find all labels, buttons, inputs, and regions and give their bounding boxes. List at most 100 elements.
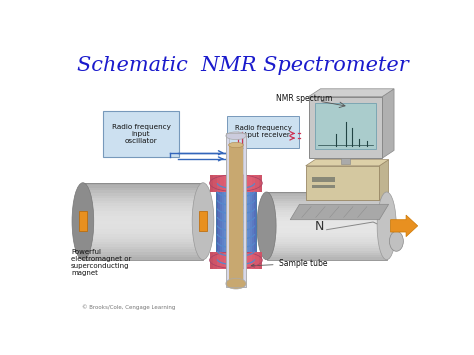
Bar	[224, 252, 227, 269]
Bar	[248, 252, 252, 269]
Bar	[266, 217, 387, 219]
Bar	[226, 133, 228, 288]
Bar	[83, 252, 203, 255]
Bar	[245, 252, 248, 269]
Bar	[224, 175, 227, 192]
Bar	[266, 239, 387, 242]
Bar	[266, 228, 387, 230]
Polygon shape	[290, 204, 389, 220]
Polygon shape	[383, 89, 394, 158]
Bar	[83, 214, 203, 216]
Bar	[243, 133, 246, 288]
Bar	[199, 211, 207, 231]
Bar	[234, 177, 236, 266]
Bar	[266, 194, 387, 197]
Bar	[241, 252, 245, 269]
FancyBboxPatch shape	[228, 116, 299, 148]
Bar	[246, 177, 248, 266]
Bar	[83, 229, 203, 231]
Bar	[220, 177, 222, 266]
Bar	[210, 175, 213, 192]
Bar	[259, 252, 262, 269]
Bar	[255, 175, 259, 192]
Bar	[266, 214, 387, 217]
Bar	[83, 224, 203, 226]
Bar	[226, 177, 228, 266]
Bar	[232, 177, 234, 266]
Bar	[231, 252, 234, 269]
Bar	[227, 175, 231, 192]
Bar	[234, 175, 237, 192]
Bar	[83, 242, 203, 244]
Bar	[222, 177, 224, 266]
Bar	[83, 237, 203, 239]
Bar	[83, 183, 203, 185]
Polygon shape	[379, 160, 389, 201]
Polygon shape	[309, 89, 394, 97]
Bar	[83, 231, 203, 234]
Bar	[83, 234, 203, 237]
Ellipse shape	[192, 183, 214, 260]
Text: Radio frequency
input
oscillator: Radio frequency input oscillator	[111, 124, 171, 144]
Bar	[252, 177, 254, 266]
Bar	[228, 145, 243, 288]
Bar	[79, 211, 87, 231]
Bar	[83, 239, 203, 242]
Bar	[231, 175, 234, 192]
Bar	[237, 175, 241, 192]
Ellipse shape	[257, 192, 276, 260]
Bar	[266, 199, 387, 201]
Bar	[309, 97, 383, 158]
FancyBboxPatch shape	[103, 111, 179, 157]
Bar	[83, 206, 203, 208]
Bar	[266, 203, 387, 206]
Bar	[306, 166, 379, 201]
Bar	[266, 192, 387, 260]
Bar	[266, 251, 387, 253]
Bar	[242, 177, 244, 266]
Bar	[252, 175, 255, 192]
Bar	[83, 250, 203, 252]
Bar	[266, 197, 387, 199]
Bar	[266, 192, 387, 194]
Bar	[266, 237, 387, 239]
Bar	[227, 252, 231, 269]
Bar	[266, 253, 387, 255]
Bar	[238, 177, 240, 266]
Bar	[213, 252, 217, 269]
Bar	[83, 226, 203, 229]
Text: NMR spectrum: NMR spectrum	[276, 94, 333, 103]
Bar	[83, 196, 203, 198]
Bar	[266, 257, 387, 260]
Bar	[266, 255, 387, 257]
Bar	[240, 177, 242, 266]
Bar	[220, 252, 224, 269]
Bar	[210, 252, 213, 269]
Text: Schematic  NMR Spectrometer: Schematic NMR Spectrometer	[77, 56, 409, 76]
Bar	[259, 175, 262, 192]
Bar	[312, 178, 335, 182]
Bar	[250, 177, 252, 266]
Bar	[241, 175, 245, 192]
Bar	[83, 190, 203, 193]
Bar	[255, 252, 259, 269]
Bar	[252, 252, 255, 269]
Bar	[216, 177, 256, 266]
Bar	[83, 201, 203, 203]
Bar	[315, 103, 376, 149]
Bar	[83, 221, 203, 224]
Bar	[216, 177, 218, 266]
Bar	[266, 242, 387, 244]
Bar	[266, 233, 387, 235]
Bar	[266, 222, 387, 224]
Bar	[220, 175, 224, 192]
Bar	[226, 133, 246, 288]
Bar	[83, 193, 203, 196]
Text: Powerful
electromagnet or
superconducting
magnet: Powerful electromagnet or superconductin…	[71, 249, 131, 276]
Bar	[245, 175, 248, 192]
Bar	[217, 175, 220, 192]
Bar	[83, 244, 203, 247]
Bar	[83, 219, 203, 221]
Bar	[83, 255, 203, 257]
Bar	[266, 224, 387, 226]
